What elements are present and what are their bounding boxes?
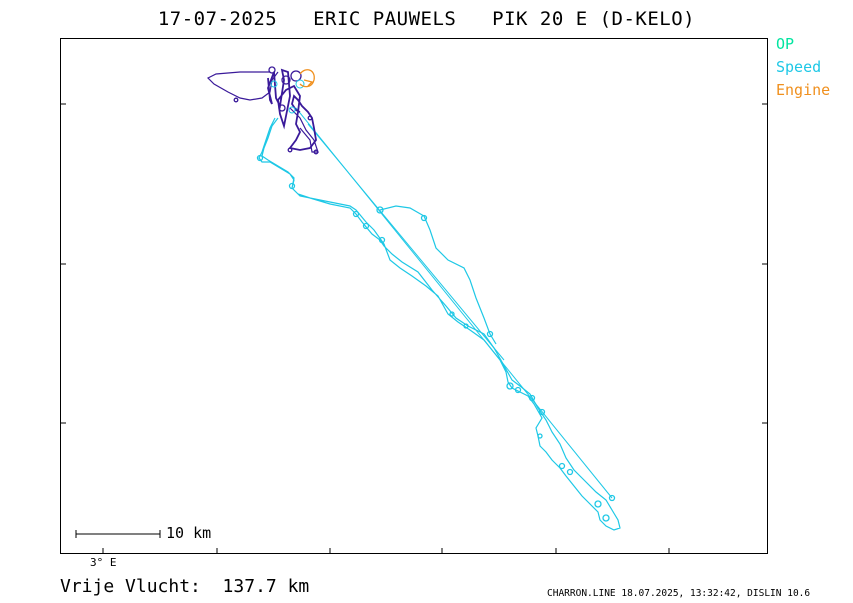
left-axis-ticks bbox=[60, 103, 66, 424]
free-flight-distance: Vrije Vlucht: 137.7 km bbox=[60, 576, 310, 597]
dark-track-core bbox=[267, 68, 317, 151]
footer-info: CHARRON.LINE 18.07.2025, 13:32:42, DISLI… bbox=[547, 588, 811, 599]
right-axis-ticks bbox=[762, 103, 768, 424]
speed-track-north bbox=[379, 205, 497, 345]
bottom-axis-ticks bbox=[102, 548, 670, 554]
dark-track-eastward bbox=[289, 107, 319, 153]
speed-start-loops bbox=[270, 79, 305, 114]
thermal-markers bbox=[256, 154, 616, 522]
dark-track-circles bbox=[233, 66, 319, 155]
engine-track bbox=[299, 69, 315, 88]
legend-speed: Speed bbox=[776, 58, 822, 76]
map-title: 17-07-2025 ERIC PAUWELS PIK 20 E (D-KELO… bbox=[157, 8, 696, 30]
legend-op: OP bbox=[776, 35, 795, 53]
scale-bar-label: 10 km bbox=[166, 524, 212, 542]
legend: OP Speed Engine bbox=[776, 33, 830, 102]
longitude-label: 3° E bbox=[90, 556, 117, 569]
dark-track-west-loop bbox=[206, 71, 279, 101]
scale-bar bbox=[75, 530, 161, 538]
map-frame bbox=[60, 38, 768, 554]
speed-track-straight-leg-2 bbox=[307, 123, 505, 361]
speed-track-outbound bbox=[258, 117, 621, 531]
legend-engine: Engine bbox=[776, 81, 831, 99]
